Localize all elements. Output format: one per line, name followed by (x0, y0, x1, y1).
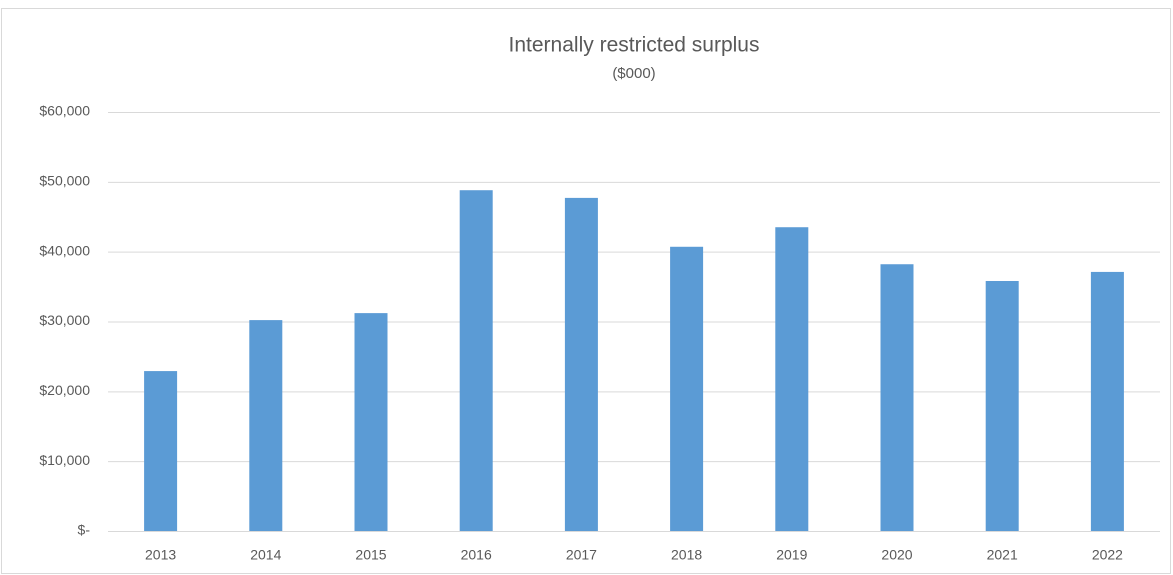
x-tick-label: 2017 (566, 547, 597, 563)
x-tick-label: 2014 (250, 547, 281, 563)
x-tick-label: 2013 (145, 547, 176, 563)
x-tick-label: 2016 (461, 547, 492, 563)
y-tick-label: $- (78, 522, 91, 538)
chart-title: Internally restricted surplus (509, 34, 760, 57)
y-tick-label: $40,000 (39, 242, 90, 258)
y-tick-label: $20,000 (39, 382, 90, 398)
x-tick-label: 2021 (987, 547, 1018, 563)
bar (354, 313, 388, 531)
y-tick-label: $10,000 (39, 452, 90, 468)
x-tick-label: 2020 (881, 547, 912, 563)
bar (670, 246, 704, 532)
y-tick-label: $30,000 (39, 312, 90, 328)
x-tick-label: 2022 (1092, 547, 1123, 563)
bar (775, 227, 809, 531)
bar (459, 190, 493, 532)
bar (144, 371, 178, 531)
bar (249, 320, 283, 531)
bar (1090, 271, 1124, 531)
bar (564, 197, 598, 531)
bar (880, 264, 914, 531)
x-tick-label: 2018 (671, 547, 702, 563)
chart-subtitle: ($000) (612, 65, 655, 82)
bar (985, 280, 1019, 531)
y-tick-label: $60,000 (39, 103, 90, 119)
y-tick-label: $50,000 (39, 173, 90, 189)
x-tick-label: 2019 (776, 547, 807, 563)
x-tick-label: 2015 (355, 547, 386, 563)
